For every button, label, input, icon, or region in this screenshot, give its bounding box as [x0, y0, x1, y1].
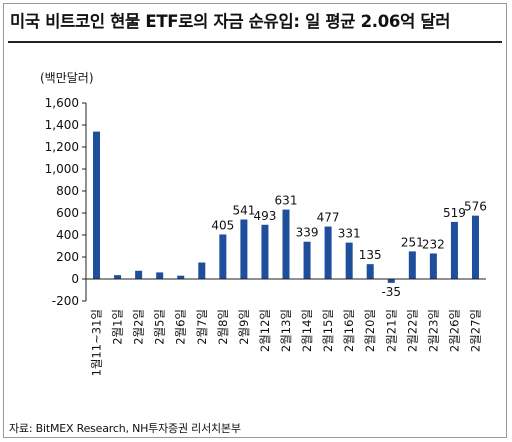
bar	[156, 272, 164, 279]
bar	[282, 209, 290, 279]
bar	[450, 221, 458, 279]
x-tick-label: 2월2일	[132, 309, 146, 345]
y-tick-label: 800	[56, 184, 79, 198]
y-tick-label: 1,000	[45, 162, 79, 176]
chart-frame	[3, 3, 507, 438]
bar-value-label: 631	[275, 194, 298, 208]
bar	[240, 219, 248, 279]
x-tick-label: 2월15일	[321, 309, 335, 352]
bar-value-label: 251	[401, 235, 424, 249]
bar-value-label: 541	[232, 203, 255, 217]
bar-value-label: 477	[317, 211, 340, 225]
bar-value-label: 576	[464, 200, 487, 214]
x-tick-label: 2월14일	[300, 309, 314, 352]
bar	[387, 279, 395, 283]
x-tick-label: 2월26일	[447, 309, 461, 352]
y-tick-label: 1,200	[45, 140, 79, 154]
x-tick-label: 2월13일	[279, 309, 293, 352]
x-tick-label: 2월12일	[258, 309, 272, 352]
x-tick-label: 2월23일	[426, 309, 440, 352]
chart-title: 미국 비트코인 현물 ETF로의 자금 순유입: 일 평균 2.06억 달러	[10, 12, 451, 31]
x-tick-label: 2월22일	[405, 309, 419, 352]
x-tick-label: 2월16일	[342, 309, 356, 352]
bar	[261, 224, 269, 279]
bar-value-label: 135	[359, 248, 382, 262]
y-axis: -200 0 200 400 600 800 1,000 1,200 1,400 1,600	[45, 96, 87, 308]
y-axis-unit: (백만달러)	[40, 71, 94, 85]
x-tick-label: 2월9일	[237, 309, 251, 345]
x-tick-label: 2월20일	[363, 309, 377, 352]
bar-value-label: 519	[443, 206, 466, 220]
x-tick-label: 2월27일	[468, 309, 482, 352]
bar	[366, 264, 374, 279]
bar	[135, 270, 143, 279]
x-tick-label: 2월5일	[153, 309, 167, 345]
source-note: 자료: BitMEX Research, NH투자증권 리서치본부	[9, 422, 241, 435]
bar-value-label: 331	[338, 227, 361, 241]
bar	[114, 275, 122, 279]
bar	[324, 226, 332, 279]
y-tick-label: 1,400	[45, 118, 79, 132]
x-axis: 1월11~31일 2월1일 2월2일 2월5일 2월6일 2월7일 2월8일 2월9일 2월12…	[86, 278, 486, 376]
bar	[177, 275, 185, 279]
bar	[429, 253, 437, 279]
x-tick-label: 2월6일	[174, 309, 188, 345]
y-tick-label: 1,600	[45, 96, 79, 110]
bar	[471, 215, 479, 279]
y-tick-label: 200	[56, 250, 79, 264]
x-tick-label: 2월8일	[216, 309, 230, 345]
bar	[303, 241, 311, 279]
bar-value-label: 232	[422, 237, 445, 251]
bar-value-label: 493	[253, 209, 276, 223]
x-tick-label: 2월7일	[195, 309, 209, 345]
bar	[345, 242, 353, 279]
y-tick-label: 400	[56, 228, 79, 242]
bar-value-label: 405	[211, 218, 234, 232]
y-tick-label: 600	[56, 206, 79, 220]
y-tick-label: 0	[71, 272, 79, 286]
x-tick-label: 2월1일	[111, 309, 125, 345]
y-tick-label: -200	[52, 294, 79, 308]
x-tick-label: 2월21일	[384, 309, 398, 352]
bar	[93, 131, 101, 279]
title-underline	[8, 41, 502, 43]
x-tick-label: 1월11~31일	[90, 309, 104, 376]
bar-value-label: -35	[381, 285, 401, 299]
bar	[198, 262, 206, 279]
bar	[219, 234, 227, 279]
bar	[408, 251, 416, 279]
bar-value-label: 339	[296, 226, 319, 240]
